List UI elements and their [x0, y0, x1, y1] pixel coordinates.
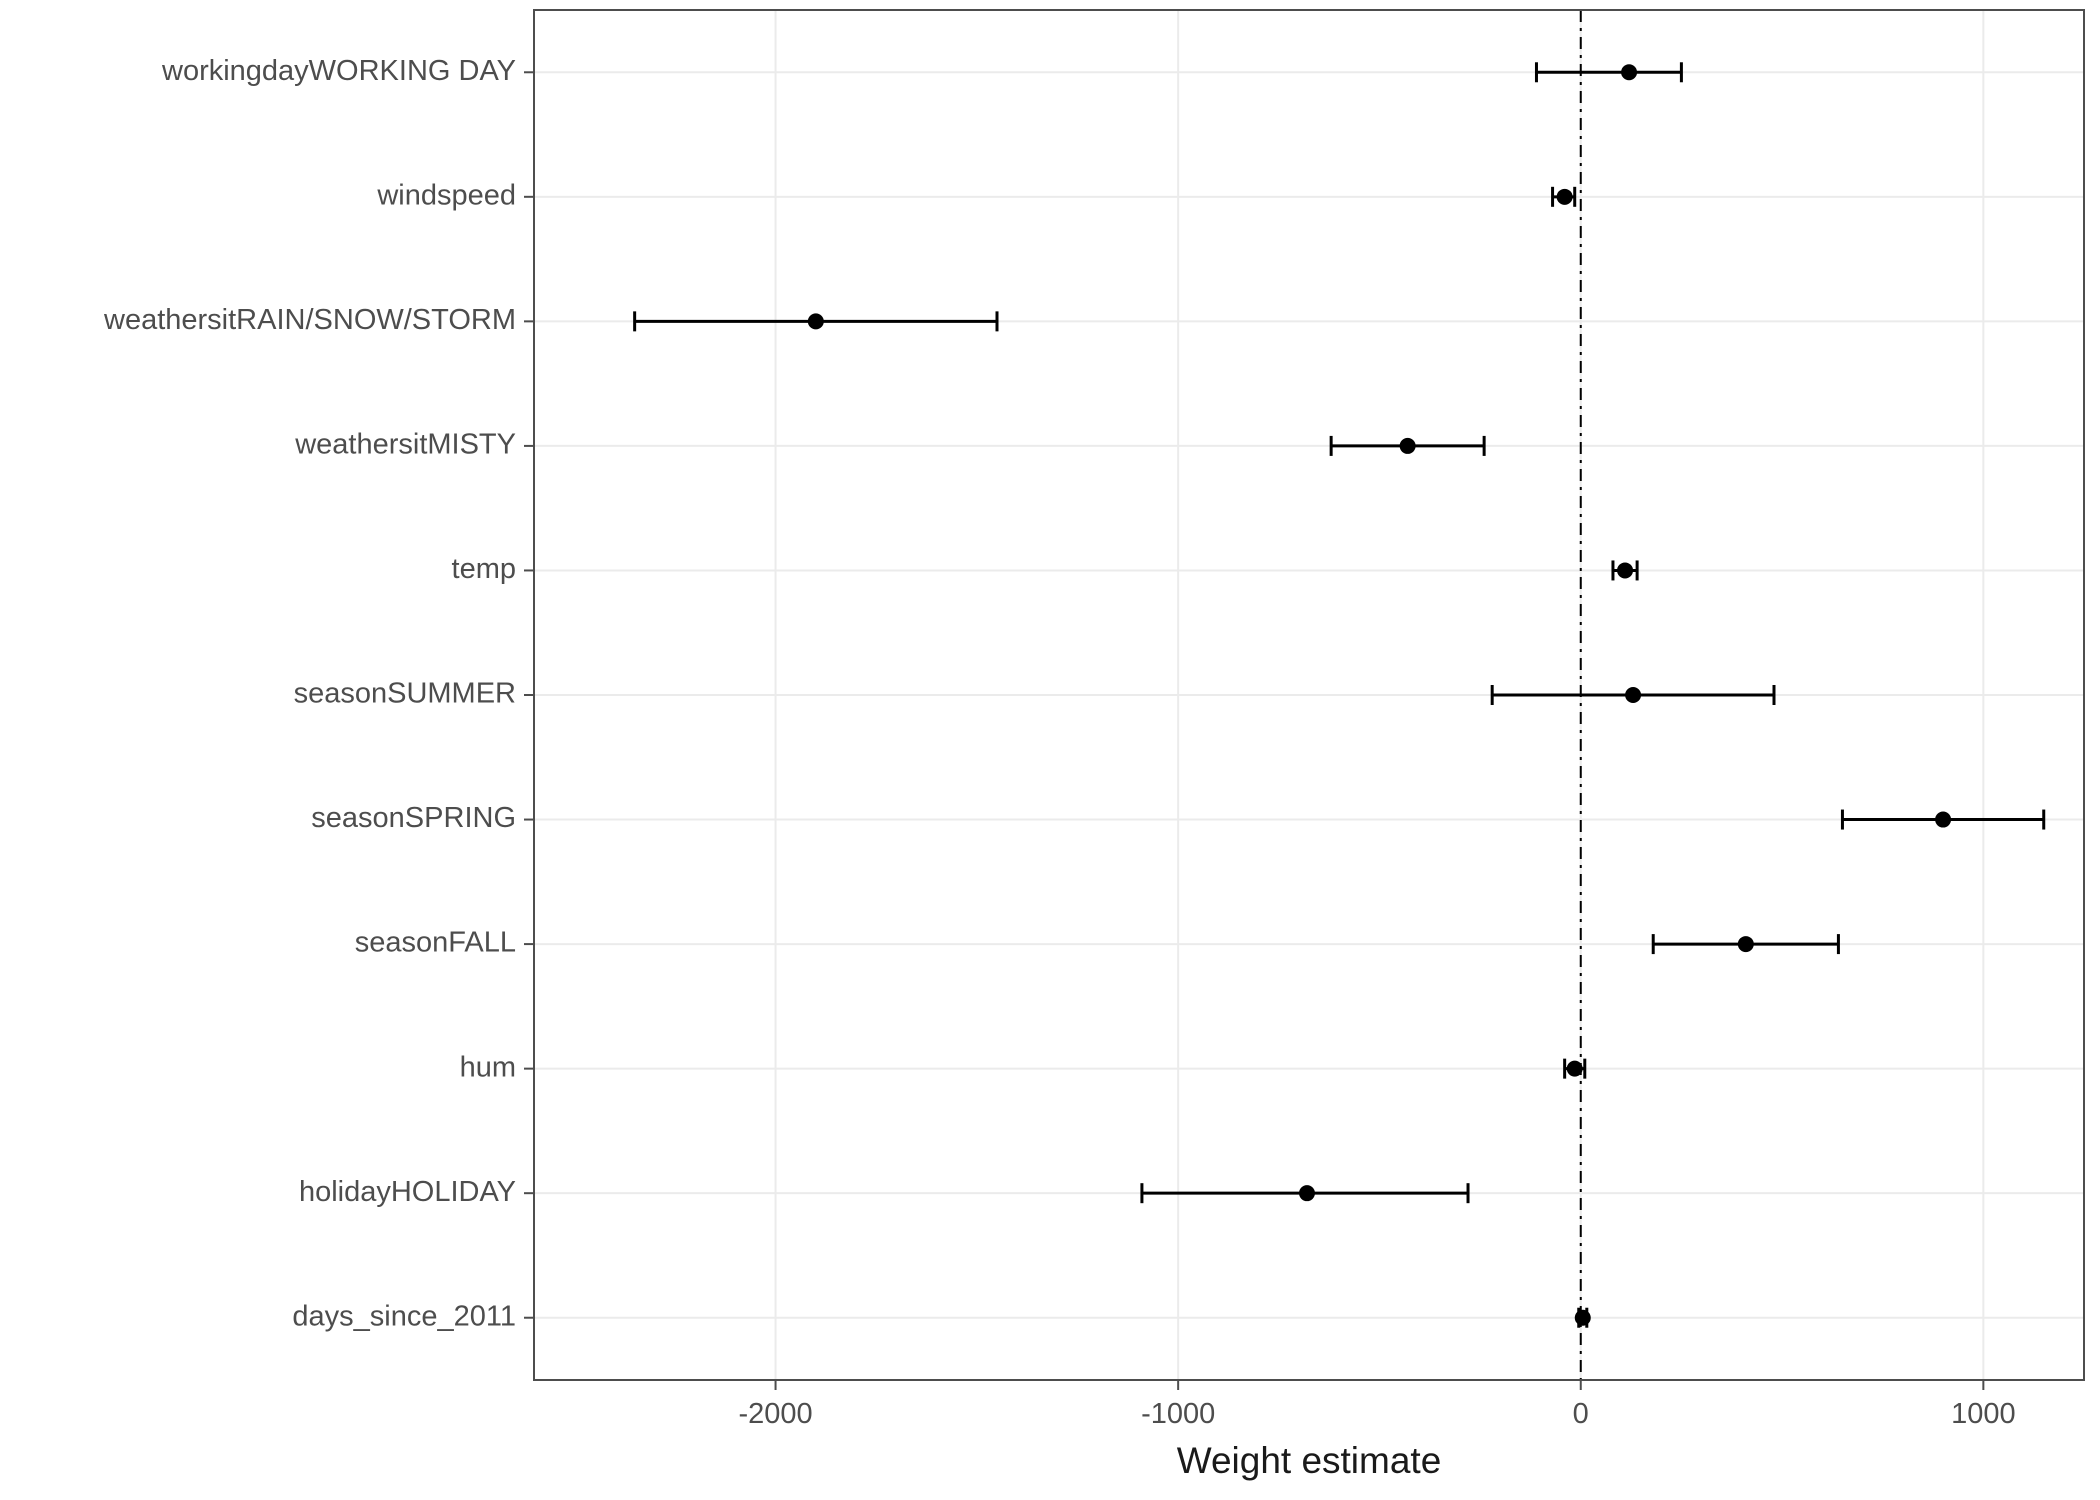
point-estimate [1621, 64, 1637, 80]
point-estimate [1625, 687, 1641, 703]
y-tick-label: seasonSUMMER [294, 678, 516, 710]
y-tick-label: days_since_2011 [292, 1300, 516, 1332]
y-tick-label: holidayHOLIDAY [299, 1176, 516, 1208]
y-tick-label: weathersitRAIN/SNOW/STORM [103, 304, 516, 336]
point-estimate [1557, 189, 1573, 205]
point-estimate [808, 313, 824, 329]
x-tick-label: 0 [1573, 1398, 1589, 1430]
point-estimate [1738, 936, 1754, 952]
x-tick-label: -2000 [738, 1398, 812, 1430]
point-estimate [1299, 1185, 1315, 1201]
x-axis-title: Weight estimate [1177, 1440, 1442, 1481]
y-tick-label: seasonSPRING [311, 802, 516, 834]
y-tick-label: weathersitMISTY [294, 429, 516, 461]
y-tick-label: temp [452, 553, 516, 585]
point-estimate [1567, 1061, 1583, 1077]
point-estimate [1935, 812, 1951, 828]
y-tick-label: hum [460, 1051, 516, 1083]
x-tick-label: -1000 [1141, 1398, 1215, 1430]
y-tick-label: windspeed [376, 179, 516, 211]
point-estimate [1575, 1310, 1591, 1326]
coefficient-plot: -2000 -1000 0 1000 Weight estimate workingday… [0, 0, 2100, 1500]
chart-svg: -2000 -1000 0 1000 Weight estimate workingday… [0, 0, 2100, 1500]
point-estimate [1400, 438, 1416, 454]
point-estimate [1617, 562, 1633, 578]
y-tick-label: workingdayWORKING DAY [161, 55, 516, 87]
x-tick-label: 1000 [1951, 1398, 2016, 1430]
y-tick-label: seasonFALL [355, 927, 516, 959]
